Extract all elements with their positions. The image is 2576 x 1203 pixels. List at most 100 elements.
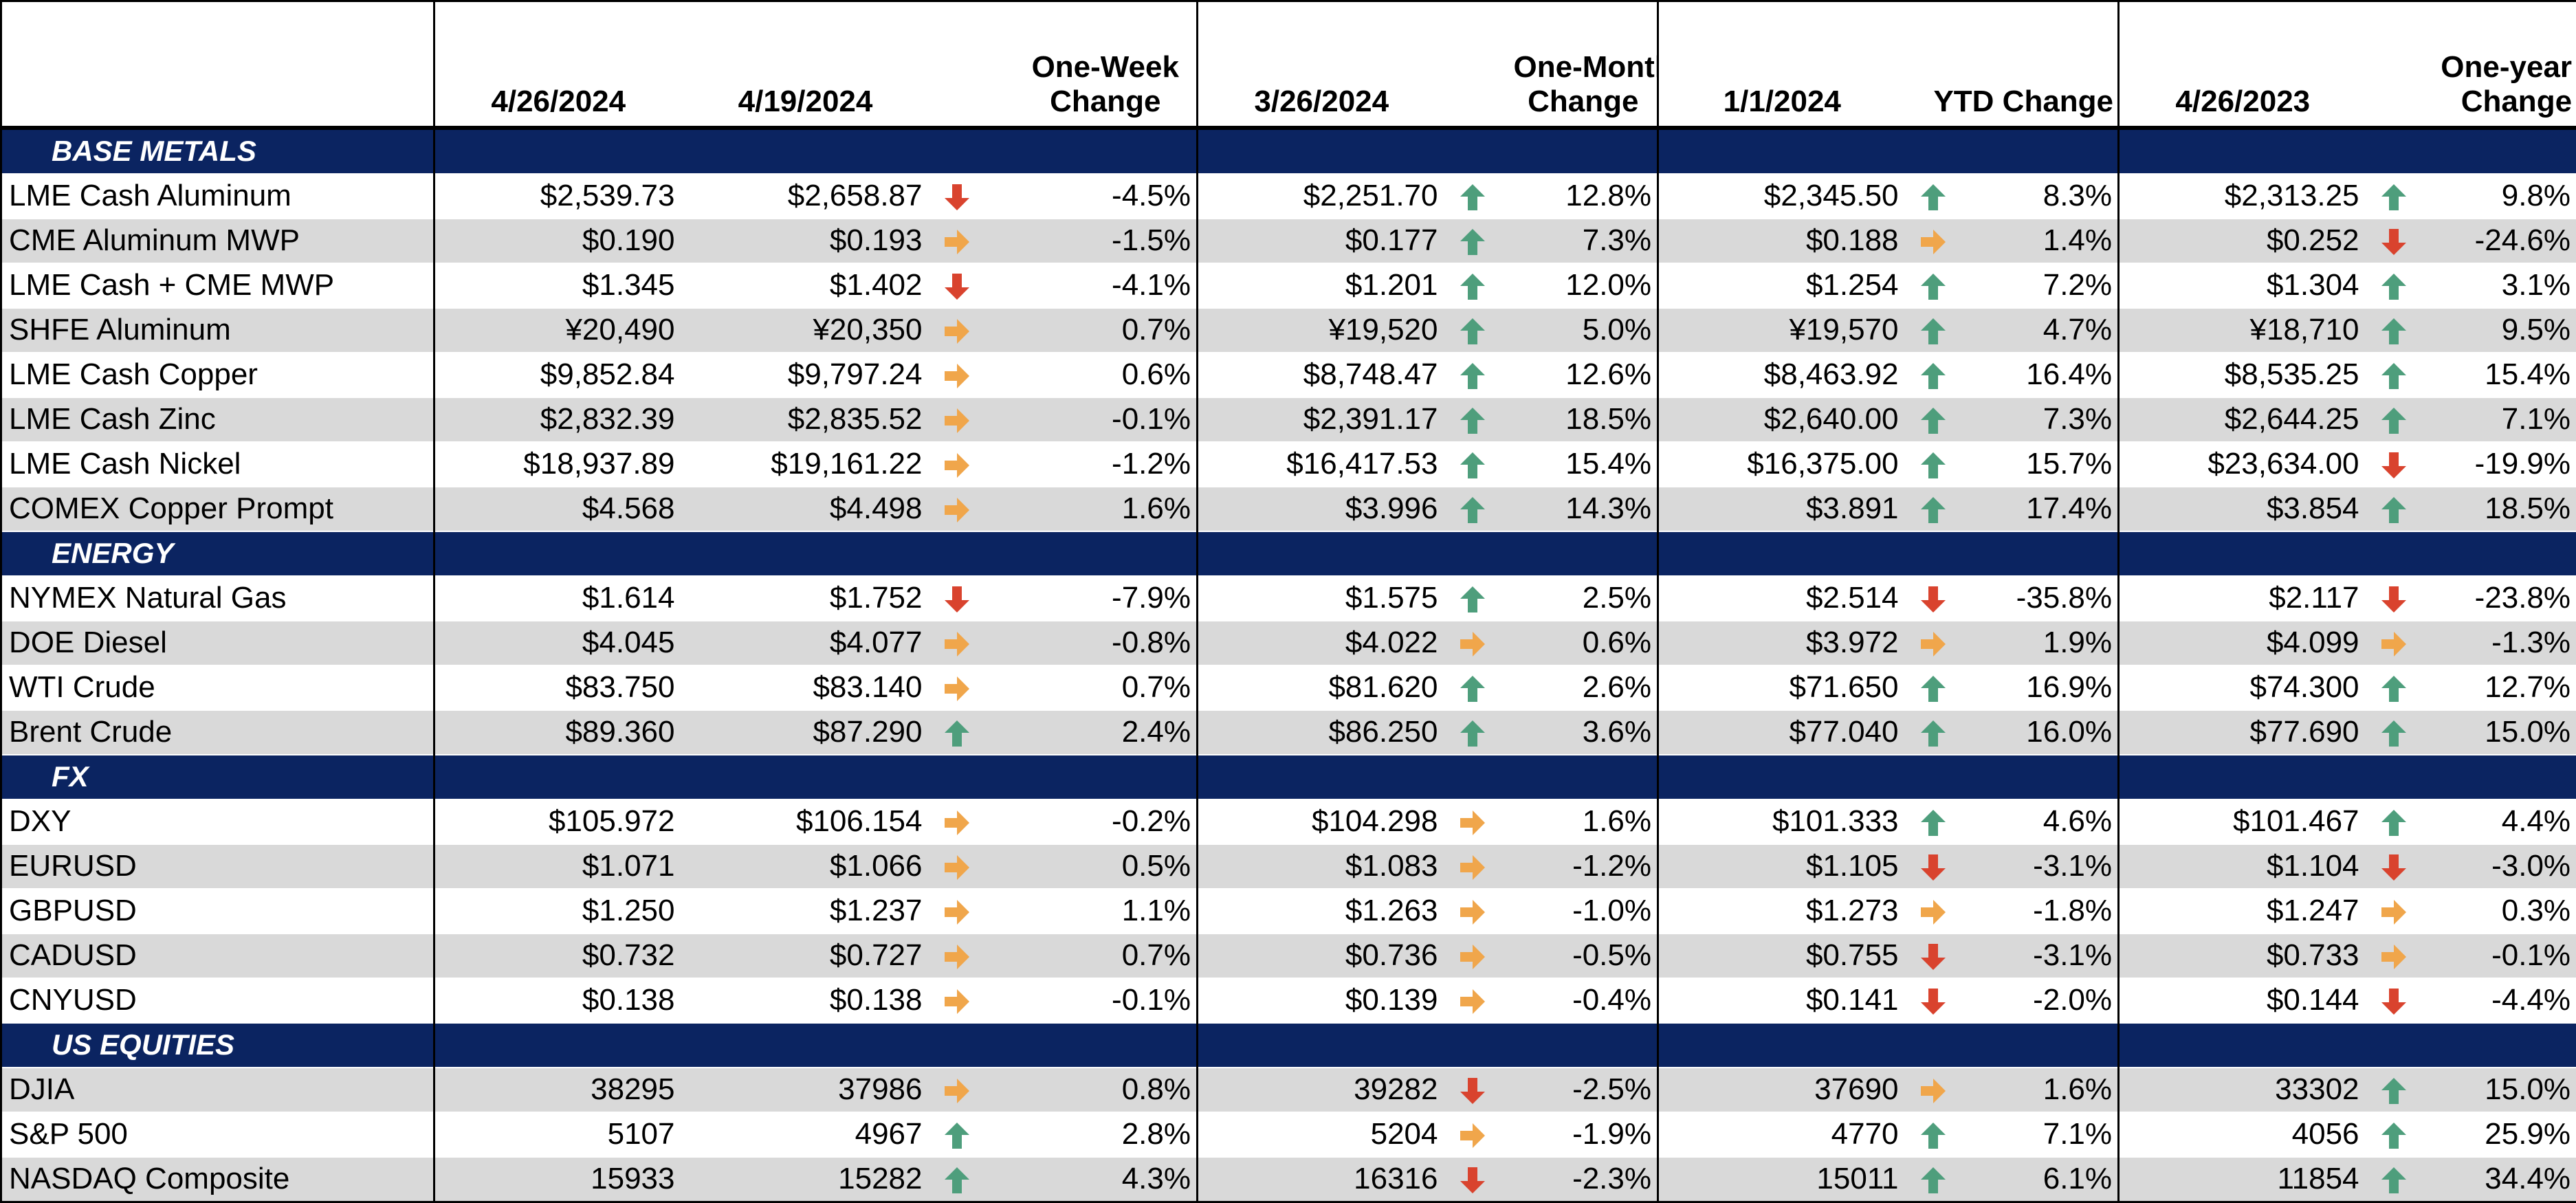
arrow-shape bbox=[1460, 1123, 1485, 1148]
table-row: NYMEX Natural Gas$1.614$1.752-7.9%$1.575… bbox=[1, 576, 2576, 621]
value-current: 38295 bbox=[434, 1068, 682, 1112]
value-year-start: $2,345.50 bbox=[1658, 174, 1906, 219]
change-one-month: 0.6% bbox=[1500, 621, 1658, 665]
value-one-month-ago: $1.083 bbox=[1198, 844, 1445, 889]
arrow-up-icon bbox=[1919, 272, 1947, 301]
arrow-shape bbox=[945, 676, 969, 701]
value-one-month-ago: 16316 bbox=[1198, 1157, 1445, 1202]
change-one-month: 7.3% bbox=[1500, 219, 1658, 263]
change-ytd: -35.8% bbox=[1961, 576, 2119, 621]
change-one-month: -2.3% bbox=[1500, 1157, 1658, 1202]
arrow-flat-icon bbox=[943, 1077, 971, 1105]
arrow-shape bbox=[1921, 676, 1946, 702]
trend-one-year bbox=[2366, 934, 2421, 978]
trend-ytd bbox=[1906, 353, 1961, 397]
value-one-week-ago: $2,835.52 bbox=[682, 397, 929, 442]
change-ytd: 7.2% bbox=[1961, 263, 2119, 308]
section-fill bbox=[434, 128, 1198, 174]
section-title: BASE METALS bbox=[1, 128, 434, 174]
value-one-month-ago: $8,748.47 bbox=[1198, 353, 1445, 397]
header-one-year-line2: Change bbox=[2366, 85, 2573, 119]
arrow-shape bbox=[1921, 1079, 1946, 1103]
value-current: $4.045 bbox=[434, 621, 682, 665]
trend-one-year bbox=[2366, 844, 2421, 889]
arrow-down-icon bbox=[1459, 1166, 1486, 1195]
arrow-shape bbox=[1460, 408, 1485, 434]
arrow-up-icon bbox=[2380, 674, 2408, 703]
change-ytd: 1.6% bbox=[1961, 1068, 2119, 1112]
change-one-year: -0.1% bbox=[2421, 934, 2576, 978]
trend-ytd bbox=[1906, 576, 1961, 621]
change-ytd: 4.6% bbox=[1961, 799, 2119, 844]
arrow-flat-icon bbox=[1919, 1077, 1947, 1105]
value-one-week-ago: 37986 bbox=[682, 1068, 929, 1112]
change-ytd: -2.0% bbox=[1961, 978, 2119, 1023]
value-one-year-ago: $1.104 bbox=[2119, 844, 2366, 889]
arrow-up-icon bbox=[2380, 719, 2408, 748]
change-one-year: 15.4% bbox=[2421, 353, 2576, 397]
value-current: $2,832.39 bbox=[434, 397, 682, 442]
trend-ytd bbox=[1906, 934, 1961, 978]
arrow-up-icon bbox=[2380, 1077, 2408, 1105]
value-year-start: ¥19,570 bbox=[1658, 308, 1906, 353]
change-one-year: 18.5% bbox=[2421, 487, 2576, 531]
row-label: CNYUSD bbox=[1, 978, 434, 1023]
arrow-flat-icon bbox=[943, 496, 971, 525]
change-one-week: 0.7% bbox=[984, 308, 1198, 353]
change-one-week: 1.1% bbox=[984, 889, 1198, 934]
trend-one-year bbox=[2366, 174, 2421, 219]
row-label: LME Cash Zinc bbox=[1, 397, 434, 442]
table-row: LME Cash + CME MWP$1.345$1.402-4.1%$1.20… bbox=[1, 263, 2576, 308]
value-one-month-ago: 39282 bbox=[1198, 1068, 1445, 1112]
arrow-up-icon bbox=[943, 1166, 971, 1195]
arrow-up-icon bbox=[1919, 451, 1947, 480]
trend-one-year bbox=[2366, 397, 2421, 442]
value-one-year-ago: $74.300 bbox=[2119, 665, 2366, 710]
arrow-up-icon bbox=[1459, 451, 1486, 480]
arrow-shape bbox=[1921, 810, 1946, 836]
header-date-one-year: 4/26/2023 bbox=[2119, 1, 2366, 128]
arrow-shape bbox=[945, 498, 969, 522]
header-date-ytd: 1/1/2024 bbox=[1658, 1, 1906, 128]
trend-one-year bbox=[2366, 889, 2421, 934]
change-one-year: 3.1% bbox=[2421, 263, 2576, 308]
arrow-shape bbox=[2381, 586, 2406, 612]
arrow-down-icon bbox=[2380, 228, 2408, 256]
arrow-shape bbox=[2381, 229, 2406, 255]
arrow-down-icon bbox=[2380, 585, 2408, 614]
arrow-flat-icon bbox=[943, 808, 971, 837]
section-fill bbox=[1658, 755, 2119, 799]
arrow-shape bbox=[1921, 452, 1946, 478]
change-one-year: 4.4% bbox=[2421, 799, 2576, 844]
header-one-year-line1: One-year bbox=[2366, 50, 2573, 85]
arrow-up-icon bbox=[2380, 272, 2408, 301]
change-one-month: -2.5% bbox=[1500, 1068, 1658, 1112]
trend-ytd bbox=[1906, 263, 1961, 308]
change-one-year: -19.9% bbox=[2421, 442, 2576, 487]
arrow-flat-icon bbox=[943, 853, 971, 882]
arrow-up-icon bbox=[1459, 674, 1486, 703]
row-label: LME Cash + CME MWP bbox=[1, 263, 434, 308]
trend-one-week bbox=[929, 665, 984, 710]
value-current: $9,852.84 bbox=[434, 353, 682, 397]
arrow-shape bbox=[1460, 229, 1485, 255]
trend-ytd bbox=[1906, 844, 1961, 889]
value-one-week-ago: $4.077 bbox=[682, 621, 929, 665]
trend-one-month bbox=[1445, 1112, 1500, 1157]
trend-ytd bbox=[1906, 308, 1961, 353]
change-one-year: 9.5% bbox=[2421, 308, 2576, 353]
arrow-flat-icon bbox=[943, 451, 971, 480]
value-one-week-ago: 15282 bbox=[682, 1157, 929, 1202]
change-one-week: -4.5% bbox=[984, 174, 1198, 219]
value-year-start: 4770 bbox=[1658, 1112, 1906, 1157]
value-current: $2,539.73 bbox=[434, 174, 682, 219]
value-one-week-ago: $1.237 bbox=[682, 889, 929, 934]
trend-ytd bbox=[1906, 397, 1961, 442]
arrow-shape bbox=[1921, 632, 1946, 656]
value-current: $1.614 bbox=[434, 576, 682, 621]
value-one-year-ago: $23,634.00 bbox=[2119, 442, 2366, 487]
